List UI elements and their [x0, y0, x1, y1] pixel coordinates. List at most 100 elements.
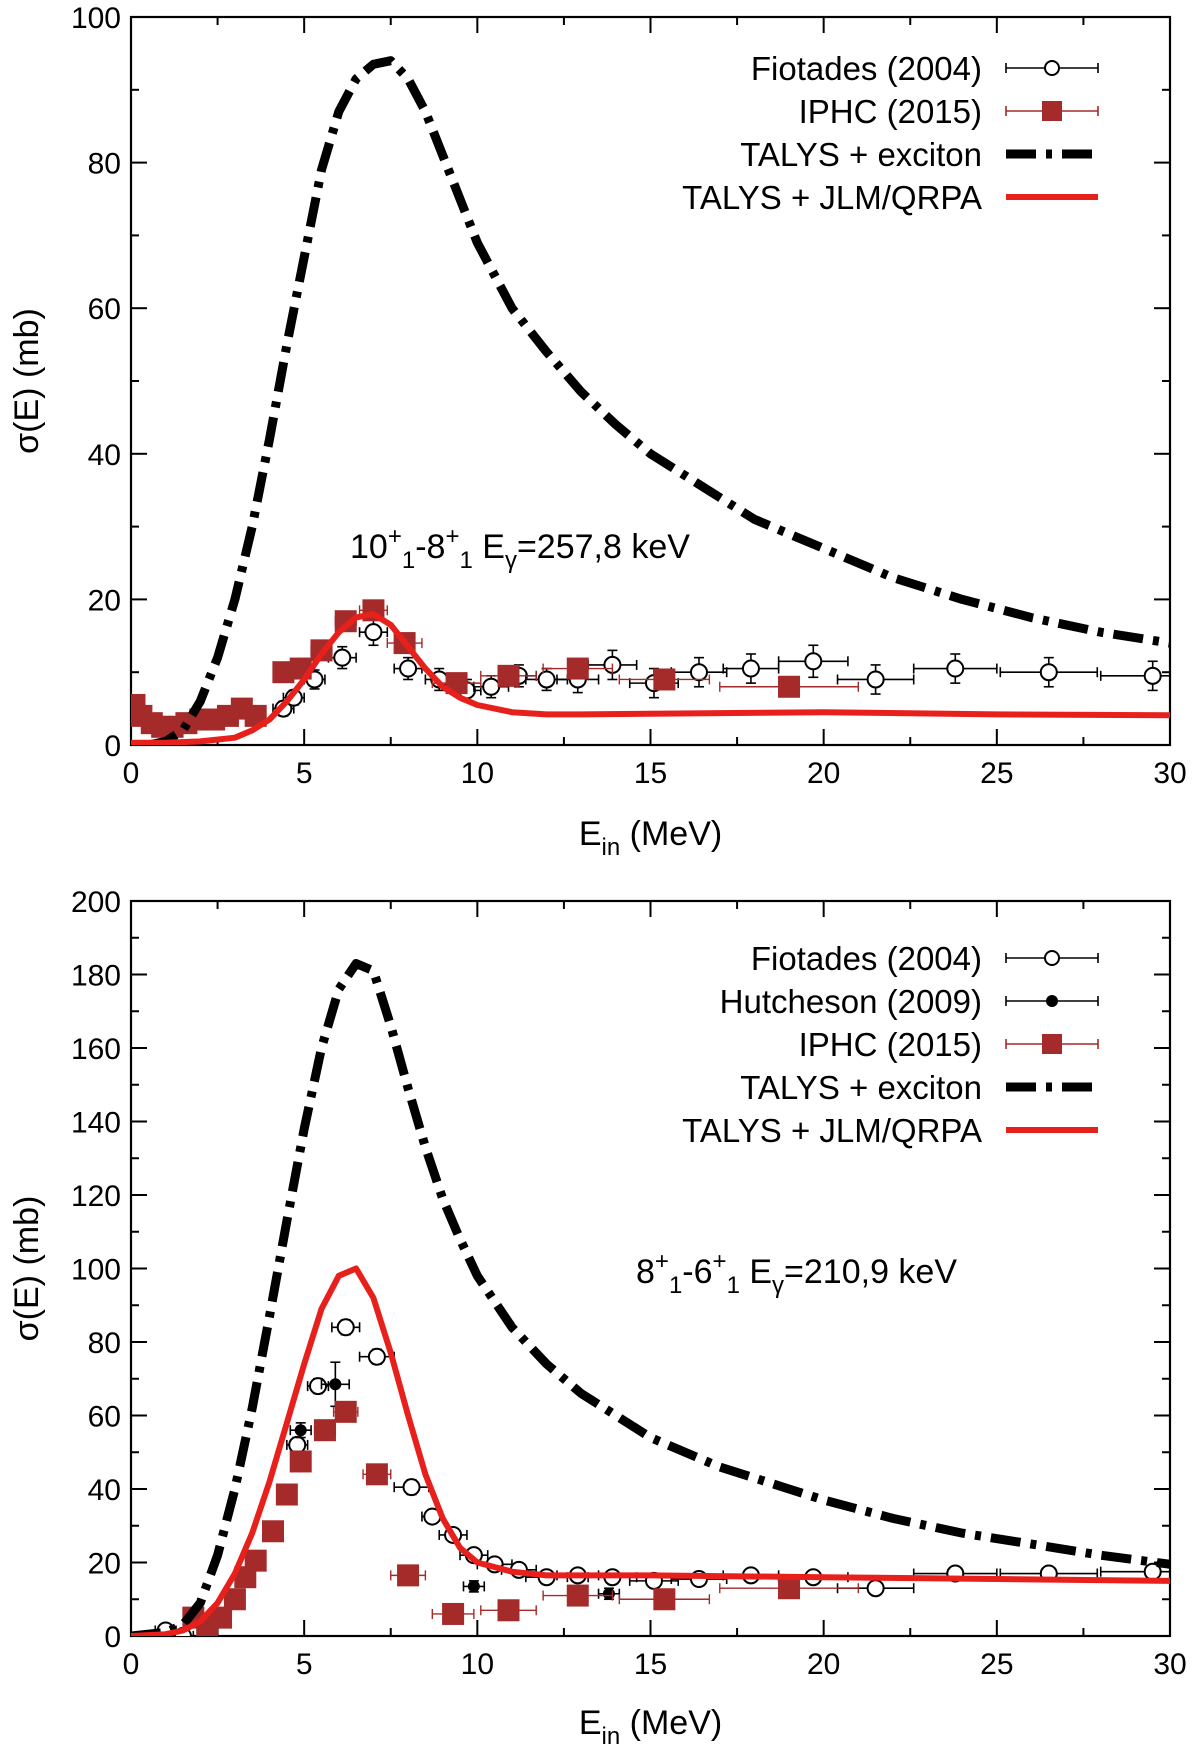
- legend-sample-marker: [1042, 101, 1062, 121]
- x-tick-label: 15: [634, 757, 667, 790]
- annotation-dash: -: [415, 528, 426, 566]
- y-tick-label: 160: [71, 1033, 121, 1066]
- y-axis-label: σ(E) (mb): [8, 308, 46, 454]
- x-axis-label-sub: in: [602, 1723, 621, 1746]
- y-tick-label: 20: [88, 584, 121, 617]
- y-axis-label: σ(E) (mb): [8, 1196, 46, 1342]
- data-point-fiotades-2004: [336, 1318, 355, 1337]
- annotation-energy: E: [473, 528, 505, 566]
- annotation-sub: 1: [669, 1272, 682, 1299]
- data-point-fiotades-2004: [367, 1347, 386, 1366]
- x-tick-label: 0: [123, 1648, 140, 1681]
- legend-label: Fiotades (2004): [751, 50, 982, 87]
- data-point-hutcheson-2009: [467, 1580, 480, 1593]
- x-tick-label: 25: [980, 1648, 1013, 1681]
- y-tick-label: 80: [88, 1327, 121, 1360]
- x-tick-label: 20: [807, 757, 840, 790]
- data-point-iphc-2015: [397, 1564, 420, 1587]
- annotation-sub: γ: [772, 1272, 784, 1299]
- x-axis-label-tail: (MeV): [620, 1704, 722, 1742]
- annotation-sub: 1: [459, 547, 472, 574]
- x-axis-label-main: E: [579, 815, 602, 853]
- x-tick-label: 30: [1153, 1648, 1186, 1681]
- chart-panel-top: 0 5 10 15 20 25 30 0 20 40 60 80 100 σ(E) (mb) Ein (Me…: [8, 2, 1187, 861]
- annotation-sup: +: [445, 523, 459, 550]
- data-point-fiotades-2004: [946, 659, 965, 678]
- legend-label: Fiotades (2004): [751, 940, 982, 977]
- data-point-fiotades-2004: [866, 1579, 885, 1598]
- legend-sample-marker: [1046, 995, 1058, 1007]
- data-point-iphc-2015: [566, 1584, 589, 1607]
- legend: Fiotades (2004) IPHC (2015) TALYS + excito…: [682, 50, 1099, 216]
- data-point-iphc-2015: [272, 661, 295, 684]
- data-point-fiotades-2004: [1039, 663, 1058, 682]
- annotation-energy: E: [740, 1253, 772, 1291]
- annotation-energy-value: =257,8 keV: [517, 528, 690, 566]
- y-tick-label: 20: [88, 1548, 121, 1581]
- legend-label: Hutcheson (2009): [720, 983, 982, 1020]
- series-line-talys-exciton: [131, 959, 1170, 1636]
- annotation-level: 8: [427, 528, 446, 566]
- data-point-fiotades-2004: [537, 670, 556, 689]
- data-point-fiotades-2004: [689, 663, 708, 682]
- x-tick-label: 5: [296, 1648, 313, 1681]
- annotation-sub: 1: [727, 1272, 740, 1299]
- x-tick-label: 15: [634, 1648, 667, 1681]
- y-tick-label: 40: [88, 439, 121, 472]
- legend-sample-marker: [1044, 60, 1060, 76]
- legend: Fiotades (2004) Hutcheson (2009) IPHC (201…: [682, 940, 1099, 1149]
- annotation-dash: -: [682, 1253, 693, 1291]
- plot-frame: [129, 15, 1172, 747]
- data-point-iphc-2015: [653, 1588, 676, 1611]
- annotation-level: 10: [350, 528, 388, 566]
- x-axis-label-sub: in: [602, 834, 621, 861]
- y-tick-label: 100: [71, 2, 121, 35]
- data-point-fiotades-2004: [1143, 666, 1162, 685]
- x-axis-label-main: E: [579, 1704, 602, 1742]
- legend-label: TALYS + exciton: [740, 136, 982, 173]
- data-point-iphc-2015: [497, 1599, 520, 1622]
- legend-label: TALYS + JLM/QRPA: [682, 179, 982, 216]
- x-tick-label: 5: [296, 757, 313, 790]
- legend-sample-marker: [1042, 1034, 1062, 1054]
- annotation-energy-value: =210,9 keV: [784, 1253, 957, 1291]
- data-point-hutcheson-2009: [602, 1587, 615, 1600]
- annotation-level: 6: [694, 1253, 713, 1291]
- data-point-iphc-2015: [289, 1450, 312, 1473]
- y-tick-label: 80: [88, 148, 121, 181]
- series-line-talys-jlm-qrpa: [131, 1265, 1170, 1636]
- data-point-iphc-2015: [244, 1549, 267, 1572]
- y-tick-label: 120: [71, 1180, 121, 1213]
- data-point-fiotades-2004: [399, 659, 418, 678]
- data-point-iphc-2015: [334, 1400, 357, 1423]
- y-tick-label: 0: [104, 730, 121, 763]
- y-tick-label: 100: [71, 1254, 121, 1287]
- series-line-talys-jlm-qrpa: [131, 611, 1170, 745]
- data-point-iphc-2015: [365, 1463, 388, 1486]
- chart-panel-bottom: 0 5 10 15 20 25 30 0 20 40 60 80 100 120 140 160 180 200 σ…: [8, 886, 1187, 1746]
- data-point-fiotades-2004: [804, 652, 823, 671]
- legend-sample-marker: [1044, 950, 1060, 966]
- y-tick-label: 40: [88, 1474, 121, 1507]
- transition-annotation: 10+1-8+1 Eγ=257,8 keV: [350, 523, 690, 574]
- annotation-sub: γ: [505, 547, 517, 574]
- annotation-sup: +: [388, 523, 402, 550]
- transition-annotation: 8+1-6+1 Eγ=210,9 keV: [636, 1248, 957, 1299]
- x-tick-label: 10: [461, 757, 494, 790]
- data-point-fiotades-2004: [482, 677, 501, 696]
- data-point-fiotades-2004: [402, 1478, 421, 1497]
- data-point-iphc-2015: [778, 675, 801, 698]
- series-line-talys-exciton: [147, 56, 1170, 745]
- data-point-fiotades-2004: [866, 670, 885, 689]
- y-tick-label: 180: [71, 960, 121, 993]
- annotation-sub: 1: [402, 547, 415, 574]
- data-point-iphc-2015: [210, 1606, 233, 1629]
- x-axis-label: Ein (MeV): [579, 1704, 722, 1746]
- legend-label: IPHC (2015): [799, 1026, 982, 1063]
- x-tick-label: 20: [807, 1648, 840, 1681]
- data-point-iphc-2015: [334, 610, 357, 633]
- data-point-iphc-2015: [442, 1602, 465, 1625]
- data-point-iphc-2015: [653, 668, 676, 691]
- data-point-fiotades-2004: [309, 1377, 328, 1396]
